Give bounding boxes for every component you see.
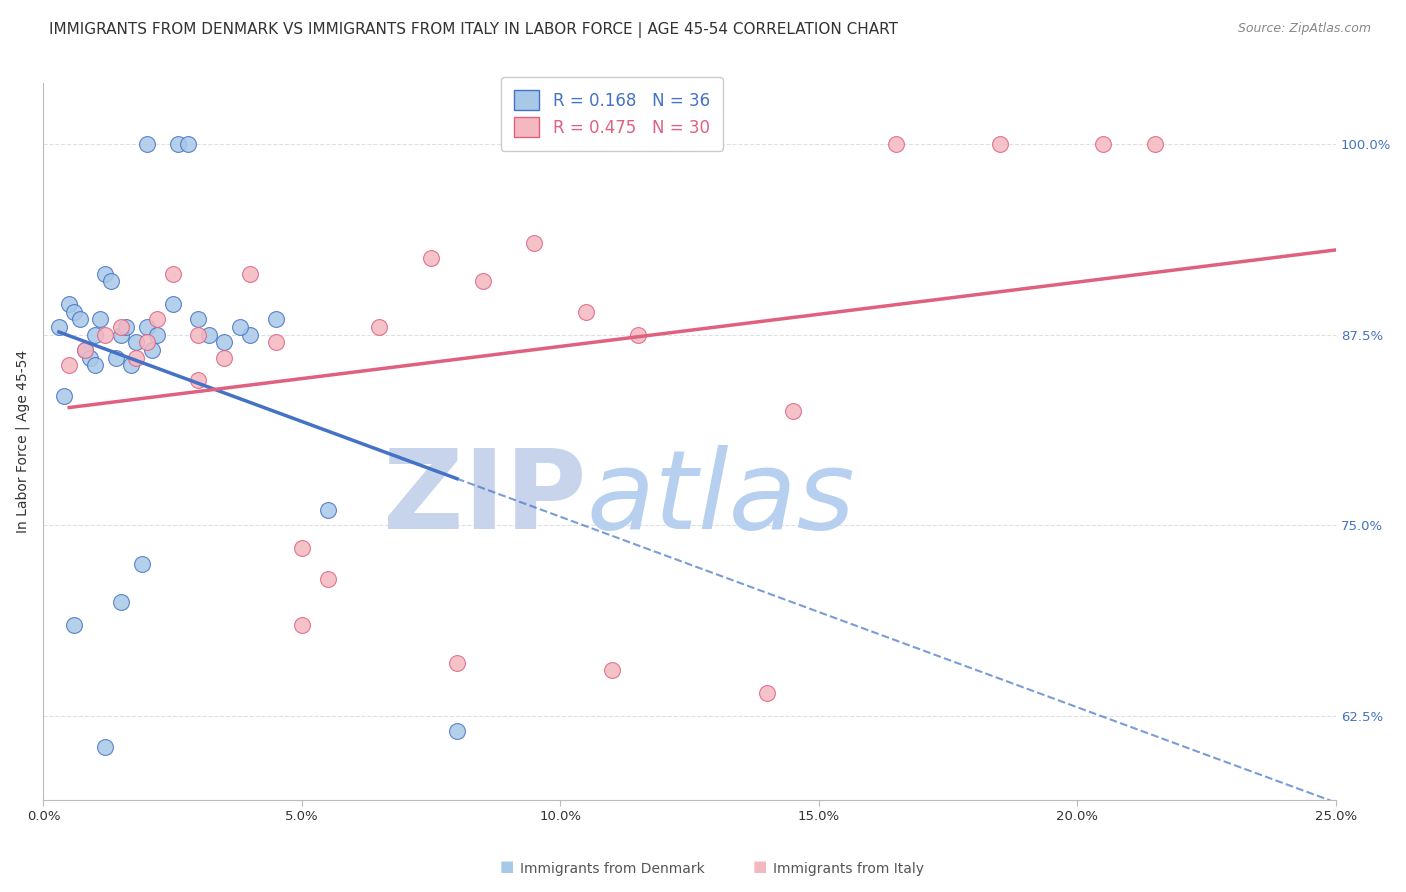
Point <box>135 136 157 151</box>
Point <box>162 267 184 281</box>
Point <box>600 664 623 678</box>
Text: Immigrants from Denmark: Immigrants from Denmark <box>520 862 704 876</box>
Legend: R = 0.168   N = 36, R = 0.475   N = 30: R = 0.168 N = 36, R = 0.475 N = 30 <box>501 77 723 151</box>
Text: Source: ZipAtlas.com: Source: ZipAtlas.com <box>1237 22 1371 36</box>
Point <box>115 320 138 334</box>
Point <box>135 320 157 334</box>
Point <box>1143 136 1166 151</box>
Point <box>73 343 96 357</box>
Point <box>135 335 157 350</box>
Point <box>316 572 339 586</box>
Point <box>84 358 107 372</box>
Point <box>73 343 96 357</box>
Point <box>58 297 80 311</box>
Point <box>988 136 1011 151</box>
Point <box>420 252 443 266</box>
Point <box>264 335 287 350</box>
Point <box>69 312 91 326</box>
Point <box>141 343 163 357</box>
Point <box>886 136 908 151</box>
Point <box>89 312 111 326</box>
Point <box>214 335 236 350</box>
Point <box>187 327 209 342</box>
Point <box>316 503 339 517</box>
Point <box>48 320 70 334</box>
Point <box>63 304 86 318</box>
Point <box>125 335 148 350</box>
Point <box>110 327 132 342</box>
Y-axis label: In Labor Force | Age 45-54: In Labor Force | Age 45-54 <box>15 350 30 533</box>
Point <box>756 686 779 700</box>
Point <box>166 136 188 151</box>
Point <box>187 312 209 326</box>
Point <box>446 724 468 739</box>
Point <box>523 236 546 251</box>
Point <box>291 617 314 632</box>
Point <box>94 327 117 342</box>
Point <box>187 373 209 387</box>
Point <box>162 297 184 311</box>
Text: atlas: atlas <box>586 445 855 552</box>
Point <box>264 312 287 326</box>
Point <box>575 304 598 318</box>
Point <box>146 327 169 342</box>
Point <box>79 351 101 365</box>
Point <box>104 351 127 365</box>
Point <box>627 327 650 342</box>
Point <box>125 351 148 365</box>
Point <box>58 358 80 372</box>
Point <box>291 541 314 556</box>
Point <box>368 320 391 334</box>
Text: ■: ■ <box>752 859 766 874</box>
Point <box>146 312 169 326</box>
Point <box>63 617 86 632</box>
Point <box>110 320 132 334</box>
Point <box>120 358 142 372</box>
Point <box>131 557 153 571</box>
Text: Immigrants from Italy: Immigrants from Italy <box>773 862 924 876</box>
Point <box>471 274 494 288</box>
Point <box>177 136 200 151</box>
Point <box>53 389 76 403</box>
Text: ZIP: ZIP <box>382 445 586 552</box>
Point <box>198 327 221 342</box>
Text: IMMIGRANTS FROM DENMARK VS IMMIGRANTS FROM ITALY IN LABOR FORCE | AGE 45-54 CORR: IMMIGRANTS FROM DENMARK VS IMMIGRANTS FR… <box>49 22 898 38</box>
Point <box>446 656 468 670</box>
Point <box>1092 136 1115 151</box>
Point <box>782 404 804 418</box>
Point <box>239 327 262 342</box>
Text: ■: ■ <box>499 859 513 874</box>
Point <box>94 739 117 754</box>
Point <box>100 274 122 288</box>
Point <box>110 595 132 609</box>
Point <box>239 267 262 281</box>
Point <box>94 267 117 281</box>
Point <box>84 327 107 342</box>
Point <box>214 351 236 365</box>
Point <box>229 320 252 334</box>
